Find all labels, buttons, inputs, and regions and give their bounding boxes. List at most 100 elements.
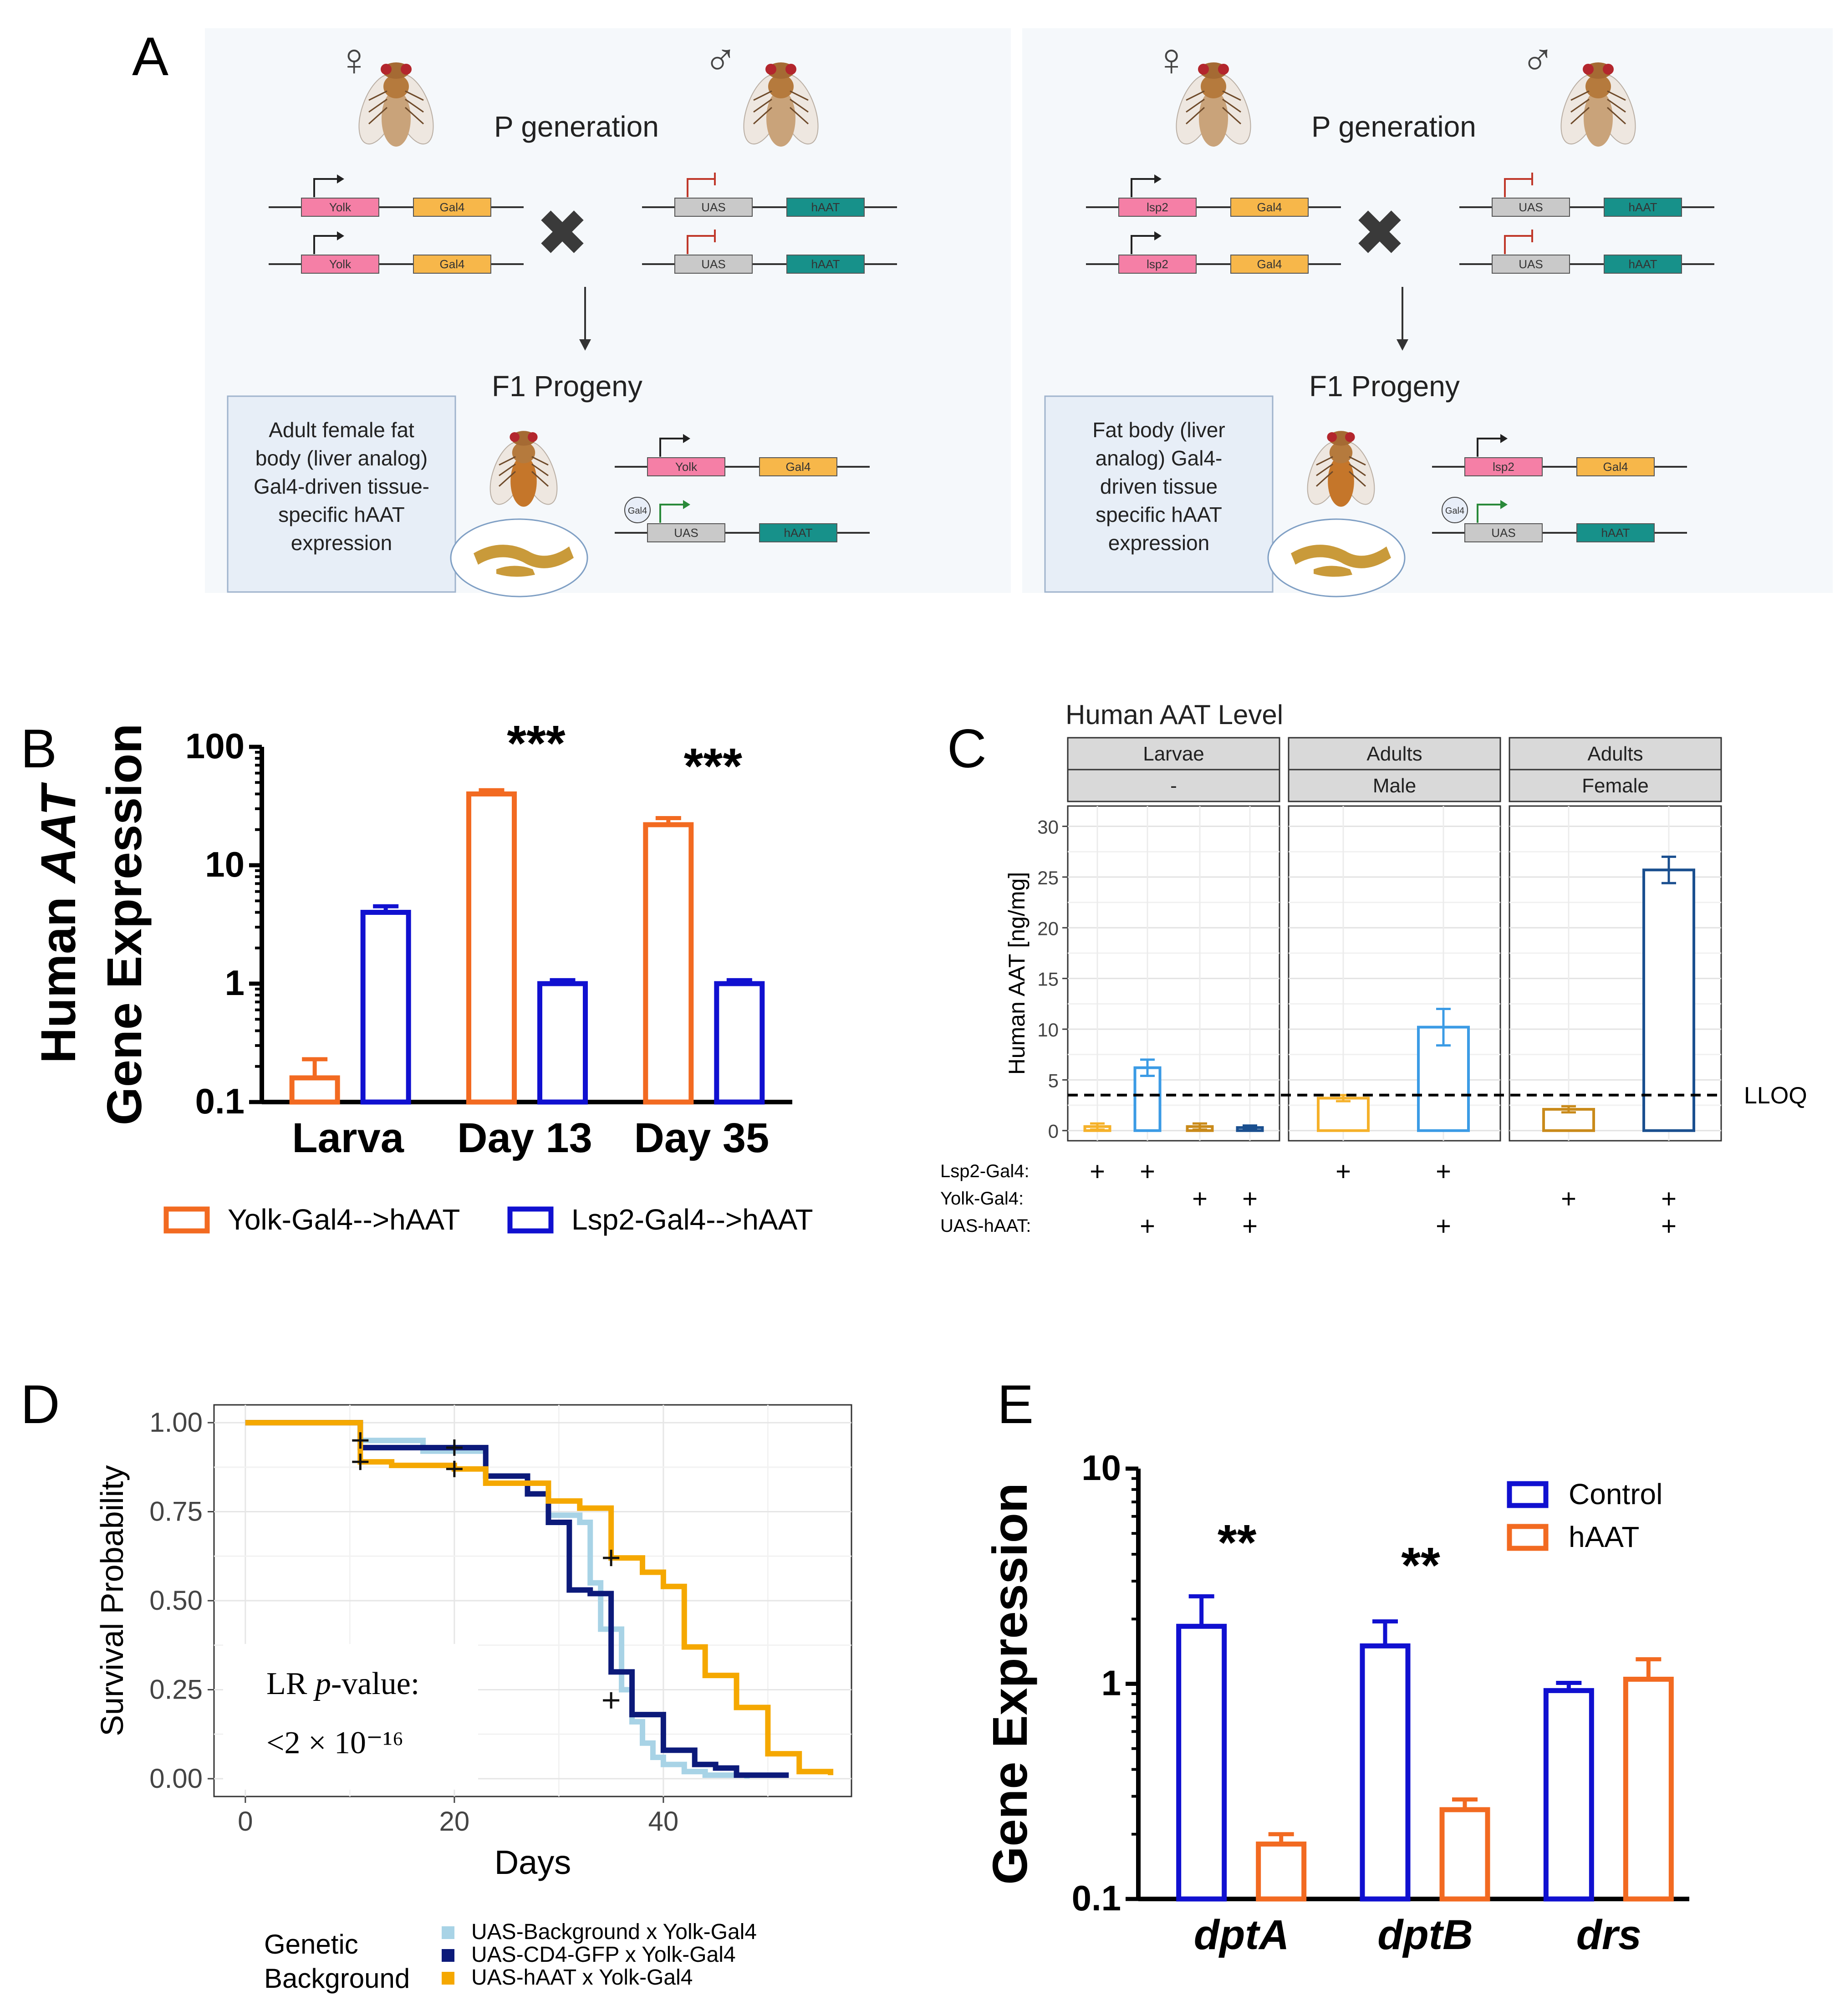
fly-leg [1186,90,1205,101]
genotype-plus: + [1140,1211,1155,1241]
genotype-row-label: Lsp2-Gal4: [940,1161,1030,1181]
facet-strip-label: - [1170,775,1177,797]
description-line: analog) Gal4- [1096,446,1223,470]
fly-icon [1560,62,1636,147]
panel-d-plot: 0 20 40 0.00 0.25 0.50 0.75 1.00 Days Survival Pr… [94,1404,852,1994]
genotype-plus: + [1436,1211,1451,1241]
category-label: drs [1576,1912,1641,1958]
genotype-plus: + [1140,1157,1155,1186]
fly-thorax [512,442,535,464]
gene-label: hAAT [811,257,840,271]
repressed-promoter-icon [1504,230,1533,254]
annotation-part: LR [266,1666,315,1701]
fly-leg [753,98,772,113]
fly-abdomen [766,90,795,147]
panel-c-title: Human AAT Level [1065,699,1283,730]
significance-stars: ** [1218,1515,1257,1571]
panel-e-letter: E [997,1374,1034,1435]
legend-title: Background [264,1963,410,1994]
gene-label: Gal4 [440,200,465,214]
promoter-arrowhead-icon [1154,174,1162,184]
fly-eye [785,64,796,75]
x-tick-label: 40 [648,1806,679,1837]
male-symbol: ♂ [1521,34,1555,85]
legend-swatch [442,1949,454,1962]
fly-leg [1349,456,1366,466]
y-tick-label: 1.00 [149,1407,203,1438]
legend-label: UAS-hAAT x Yolk-Gal4 [471,1965,693,1990]
category-label: Day 35 [634,1115,769,1161]
fly-eye [528,432,538,442]
description-line: specific hAAT [1096,503,1222,526]
promoter-arrowhead-icon [683,500,690,509]
description-line: driven tissue [1100,475,1218,498]
f1-progeny-label: F1 Progeny [1309,370,1460,403]
fly-thorax [383,75,409,98]
gene-box [759,457,837,476]
gene-label: UAS [1519,257,1543,271]
fly-leg [404,107,424,125]
panel-b: B 100 10 1 0.1 Human AAT Gene Expression Larva… [20,715,813,1236]
fat-body-tissue [1291,545,1391,568]
category-label: Day 13 [457,1115,592,1161]
gene-box [759,523,837,542]
fly-abdomen [1199,90,1228,147]
gene-label: lsp2 [1147,200,1168,214]
y-axis-title: Human AAT [ng/mg] [1004,872,1030,1075]
y-tick-label: 30 [1037,817,1059,838]
fly-abdomen [510,456,537,507]
y-tick-label: 0 [1048,1121,1059,1142]
facet-strip [1509,769,1722,802]
fly-thorax [1201,75,1226,98]
fly-leg [1606,107,1626,125]
genotype-plus: + [1090,1157,1105,1186]
significance-stars: ** [1401,1537,1440,1593]
genotype-plus: + [1436,1157,1451,1186]
gene-box [1464,523,1543,542]
repressed-promoter-icon [687,173,716,197]
promoter-arrow-icon [659,438,683,457]
fly-abdomen [382,90,411,147]
fly-leg [789,107,809,125]
fly-thorax [768,75,794,98]
gene-box [1604,198,1682,217]
facet-strip [1067,737,1280,771]
fly-abdomen [1584,90,1613,147]
y-tick-label: 0.50 [149,1585,203,1616]
panel-b-bars [289,788,765,1105]
gene-label: UAS [1491,526,1515,540]
legend-label: UAS-CD4-GFP x Yolk-Gal4 [471,1943,736,1967]
x-tick-label: 0 [238,1806,253,1837]
y-tick-label: 0.25 [149,1674,203,1705]
gene-box [301,198,379,217]
bar [714,981,765,1105]
fly-leg [790,98,809,113]
y-tick-label: 15 [1037,969,1059,990]
description-line: Fat body (liver [1092,418,1225,442]
x-tick-label: 20 [439,1806,469,1837]
promoter-arrow-icon [313,178,337,197]
fly-leg [405,90,424,101]
panel-d-letter: D [20,1374,60,1435]
fly-leg [405,98,424,113]
fly-eye [1218,64,1229,75]
panel-b-letter: B [20,718,57,779]
gene-label: Gal4 [1257,200,1282,214]
gene-box [1492,255,1570,274]
annotation-box [223,1644,478,1790]
fly-leg [1315,471,1334,487]
significance-stars: *** [507,715,566,771]
fly-leg [1222,107,1242,125]
facet-strip [1288,769,1501,802]
y-axis-title: Gene Expression [982,1483,1037,1884]
gene-label: UAS [674,526,698,540]
fly-leg [368,107,388,125]
promoter-arrow-icon [659,504,683,523]
fly-eye [765,64,776,75]
fly-eye [401,64,412,75]
panel-a-letter: A [132,26,168,87]
gene-label: hAAT [1628,200,1657,214]
legend-title: Genetic [264,1929,358,1960]
facet-strip-label: Female [1582,775,1649,797]
